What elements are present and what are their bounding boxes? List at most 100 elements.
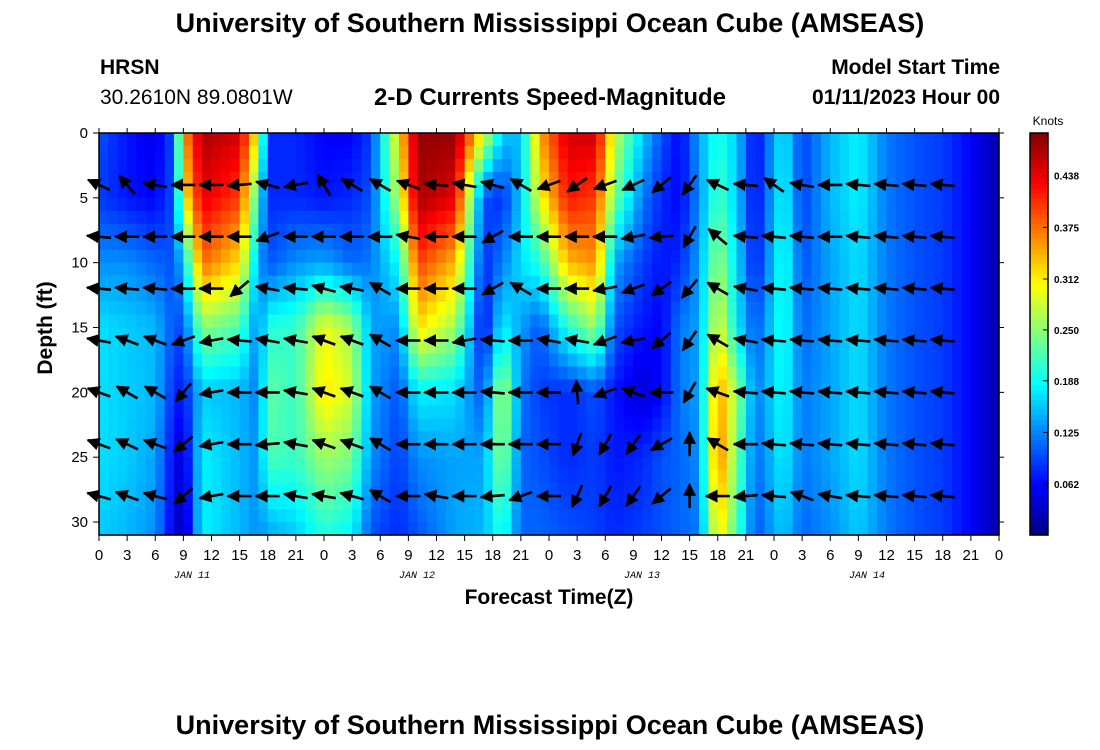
heat-cell [886,379,897,393]
heat-cell [408,301,419,316]
heat-cell [970,457,981,471]
heat-cell [202,366,213,380]
heat-cell [924,210,934,225]
heat-cell [417,223,428,238]
colorbar-swatch [1030,193,1048,199]
heat-cell [614,405,625,419]
heat-cell [755,483,766,497]
heat-cell [586,392,597,406]
heat-cell [867,457,878,471]
heat-cell [624,184,634,199]
heat-cell [952,158,963,173]
heat-cell [970,509,981,523]
heat-cell [267,327,278,342]
heat-cell [830,249,841,264]
heat-cell [408,314,419,329]
heat-cell [455,470,466,484]
heat-cell [605,249,616,264]
heat-cell [380,392,391,406]
heat-cell [370,133,381,147]
colorbar-swatch [1030,303,1048,310]
heat-cell [192,483,203,497]
heat-cell [717,392,728,406]
heat-cell [249,496,259,510]
heat-cell [539,444,550,458]
heat-cell [117,223,128,238]
heat-cell [633,444,644,458]
heat-cell [192,418,203,432]
heat-cell [980,457,991,471]
heat-cell [830,197,841,212]
heat-cell [989,340,1000,355]
heat-cell [942,145,953,160]
heat-cell [277,379,288,393]
heat-cell [389,236,400,251]
heat-cell [427,158,438,173]
heat-cell [802,236,813,251]
heat-cell [286,223,297,238]
heat-cell [511,236,522,251]
heat-cell [558,457,569,471]
heat-cell [830,470,841,484]
heat-cell [886,392,897,406]
heat-cell [539,249,550,264]
heat-cell [249,223,259,238]
plot-title: 2-D Currents Speed-Magnitude [373,84,727,111]
heat-cell [239,405,250,419]
heat-cell [145,262,156,277]
heat-cell [295,171,306,186]
heat-cell [877,197,888,212]
heat-cell [295,262,306,277]
colorbar-tick-label: 0.188 [1054,377,1079,388]
colorbar-swatch [1030,404,1048,410]
heat-cell [699,405,709,419]
heat-cell [164,236,175,251]
heat-cell [502,340,513,355]
heat-cell [277,262,288,277]
heat-cell [492,171,503,186]
heat-cell [877,145,888,160]
heat-cell [249,327,259,342]
heat-cell [464,288,475,303]
heat-cell [408,483,419,497]
heat-cell [305,288,316,303]
heat-cell [267,184,278,199]
heat-cell [380,483,391,497]
heat-cell [736,405,747,419]
heat-cell [220,392,231,406]
heat-cell [539,184,550,199]
heat-cell [670,249,681,264]
heat-cell [361,431,372,445]
heat-cell [689,496,700,510]
heat-cell [127,133,138,147]
heat-cell [764,340,775,355]
heat-cell [483,444,494,458]
heat-cell [980,288,991,303]
heat-cell [811,223,822,238]
heat-cell [558,509,569,523]
heat-cell [895,483,906,497]
heat-cell [745,249,756,264]
heat-cell [192,262,203,277]
heat-cell [108,405,119,419]
x-tick-label: 15 [231,547,248,564]
heat-cell [961,249,972,264]
heat-cell [324,496,334,510]
heat-cell [858,288,869,303]
heat-cell [455,301,466,316]
heat-cell [661,171,672,186]
heat-cell [530,158,541,173]
heat-cell [417,366,428,380]
heat-cell [727,340,738,355]
heat-cell [361,327,372,342]
heat-cell [99,314,109,329]
heat-cell [586,275,597,290]
heat-cell [230,483,241,497]
heat-cell [277,184,288,199]
heat-cell [408,470,419,484]
heat-cell [717,470,728,484]
heat-cell [652,366,663,380]
heat-cell [502,496,513,510]
heat-cell [174,353,184,368]
heat-cell [249,249,259,264]
